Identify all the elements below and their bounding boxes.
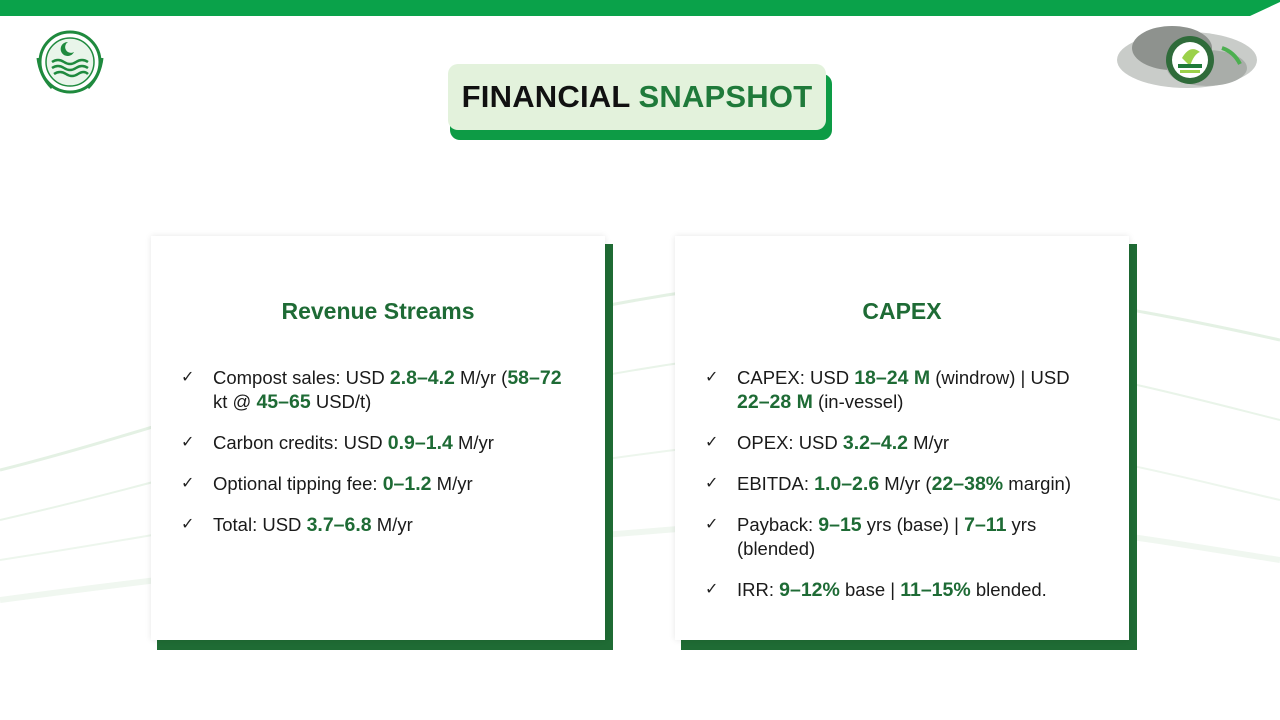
list-item: ✓ Carbon credits: USD 0.9–1.4 M/yr (181, 432, 494, 454)
revenue-list: ✓ Compost sales: USD 2.8–4.2 M/yr (58–72… (181, 366, 581, 554)
check-icon: ✓ (705, 475, 719, 492)
capex-title: CAPEX (862, 298, 942, 324)
card-body: CAPEX ✓ CAPEX: USD 18–24 M (windrow) | U… (675, 236, 1129, 640)
capex-card: CAPEX ✓ CAPEX: USD 18–24 M (windrow) | U… (675, 236, 1137, 652)
title-part-1: FINANCIAL (461, 79, 631, 114)
revenue-title: Revenue Streams (281, 298, 475, 324)
revenue-card: Revenue Streams ✓ Compost sales: USD 2.8… (151, 236, 613, 652)
punjab-emblem-icon (30, 28, 110, 96)
check-icon: ✓ (705, 434, 719, 451)
check-icon: ✓ (181, 475, 195, 492)
top-banner (0, 0, 1280, 16)
suthra-punjab-logo-icon (1112, 18, 1262, 98)
list-item: ✓ Payback: 9–15 yrs (base) | 7–11 yrs (b… (705, 514, 1037, 559)
check-icon: ✓ (705, 516, 719, 533)
check-icon: ✓ (181, 369, 195, 386)
list-item: ✓ Optional tipping fee: 0–1.2 M/yr (181, 473, 473, 495)
list-item: ✓ Total: USD 3.7–6.8 M/yr (181, 514, 413, 536)
list-item: ✓ OPEX: USD 3.2–4.2 M/yr (705, 432, 950, 454)
check-icon: ✓ (705, 369, 719, 386)
check-icon: ✓ (705, 581, 719, 598)
page-title: FINANCIAL SNAPSHOT (448, 64, 826, 130)
list-item: ✓ EBITDA: 1.0–2.6 M/yr (22–38% margin) (705, 473, 1072, 495)
card-body: Revenue Streams ✓ Compost sales: USD 2.8… (151, 236, 605, 640)
check-icon: ✓ (181, 434, 195, 451)
capex-list: ✓ CAPEX: USD 18–24 M (windrow) | USD 22–… (705, 366, 1105, 619)
list-item: ✓ CAPEX: USD 18–24 M (windrow) | USD 22–… (705, 367, 1070, 413)
list-item: ✓ IRR: 9–12% base | 11–15% blended. (705, 579, 1047, 601)
list-item: ✓ Compost sales: USD 2.8–4.2 M/yr (58–72… (181, 367, 562, 413)
page-title-container: FINANCIAL SNAPSHOT (448, 64, 832, 142)
check-icon: ✓ (181, 516, 195, 533)
title-part-2: SNAPSHOT (638, 79, 813, 114)
